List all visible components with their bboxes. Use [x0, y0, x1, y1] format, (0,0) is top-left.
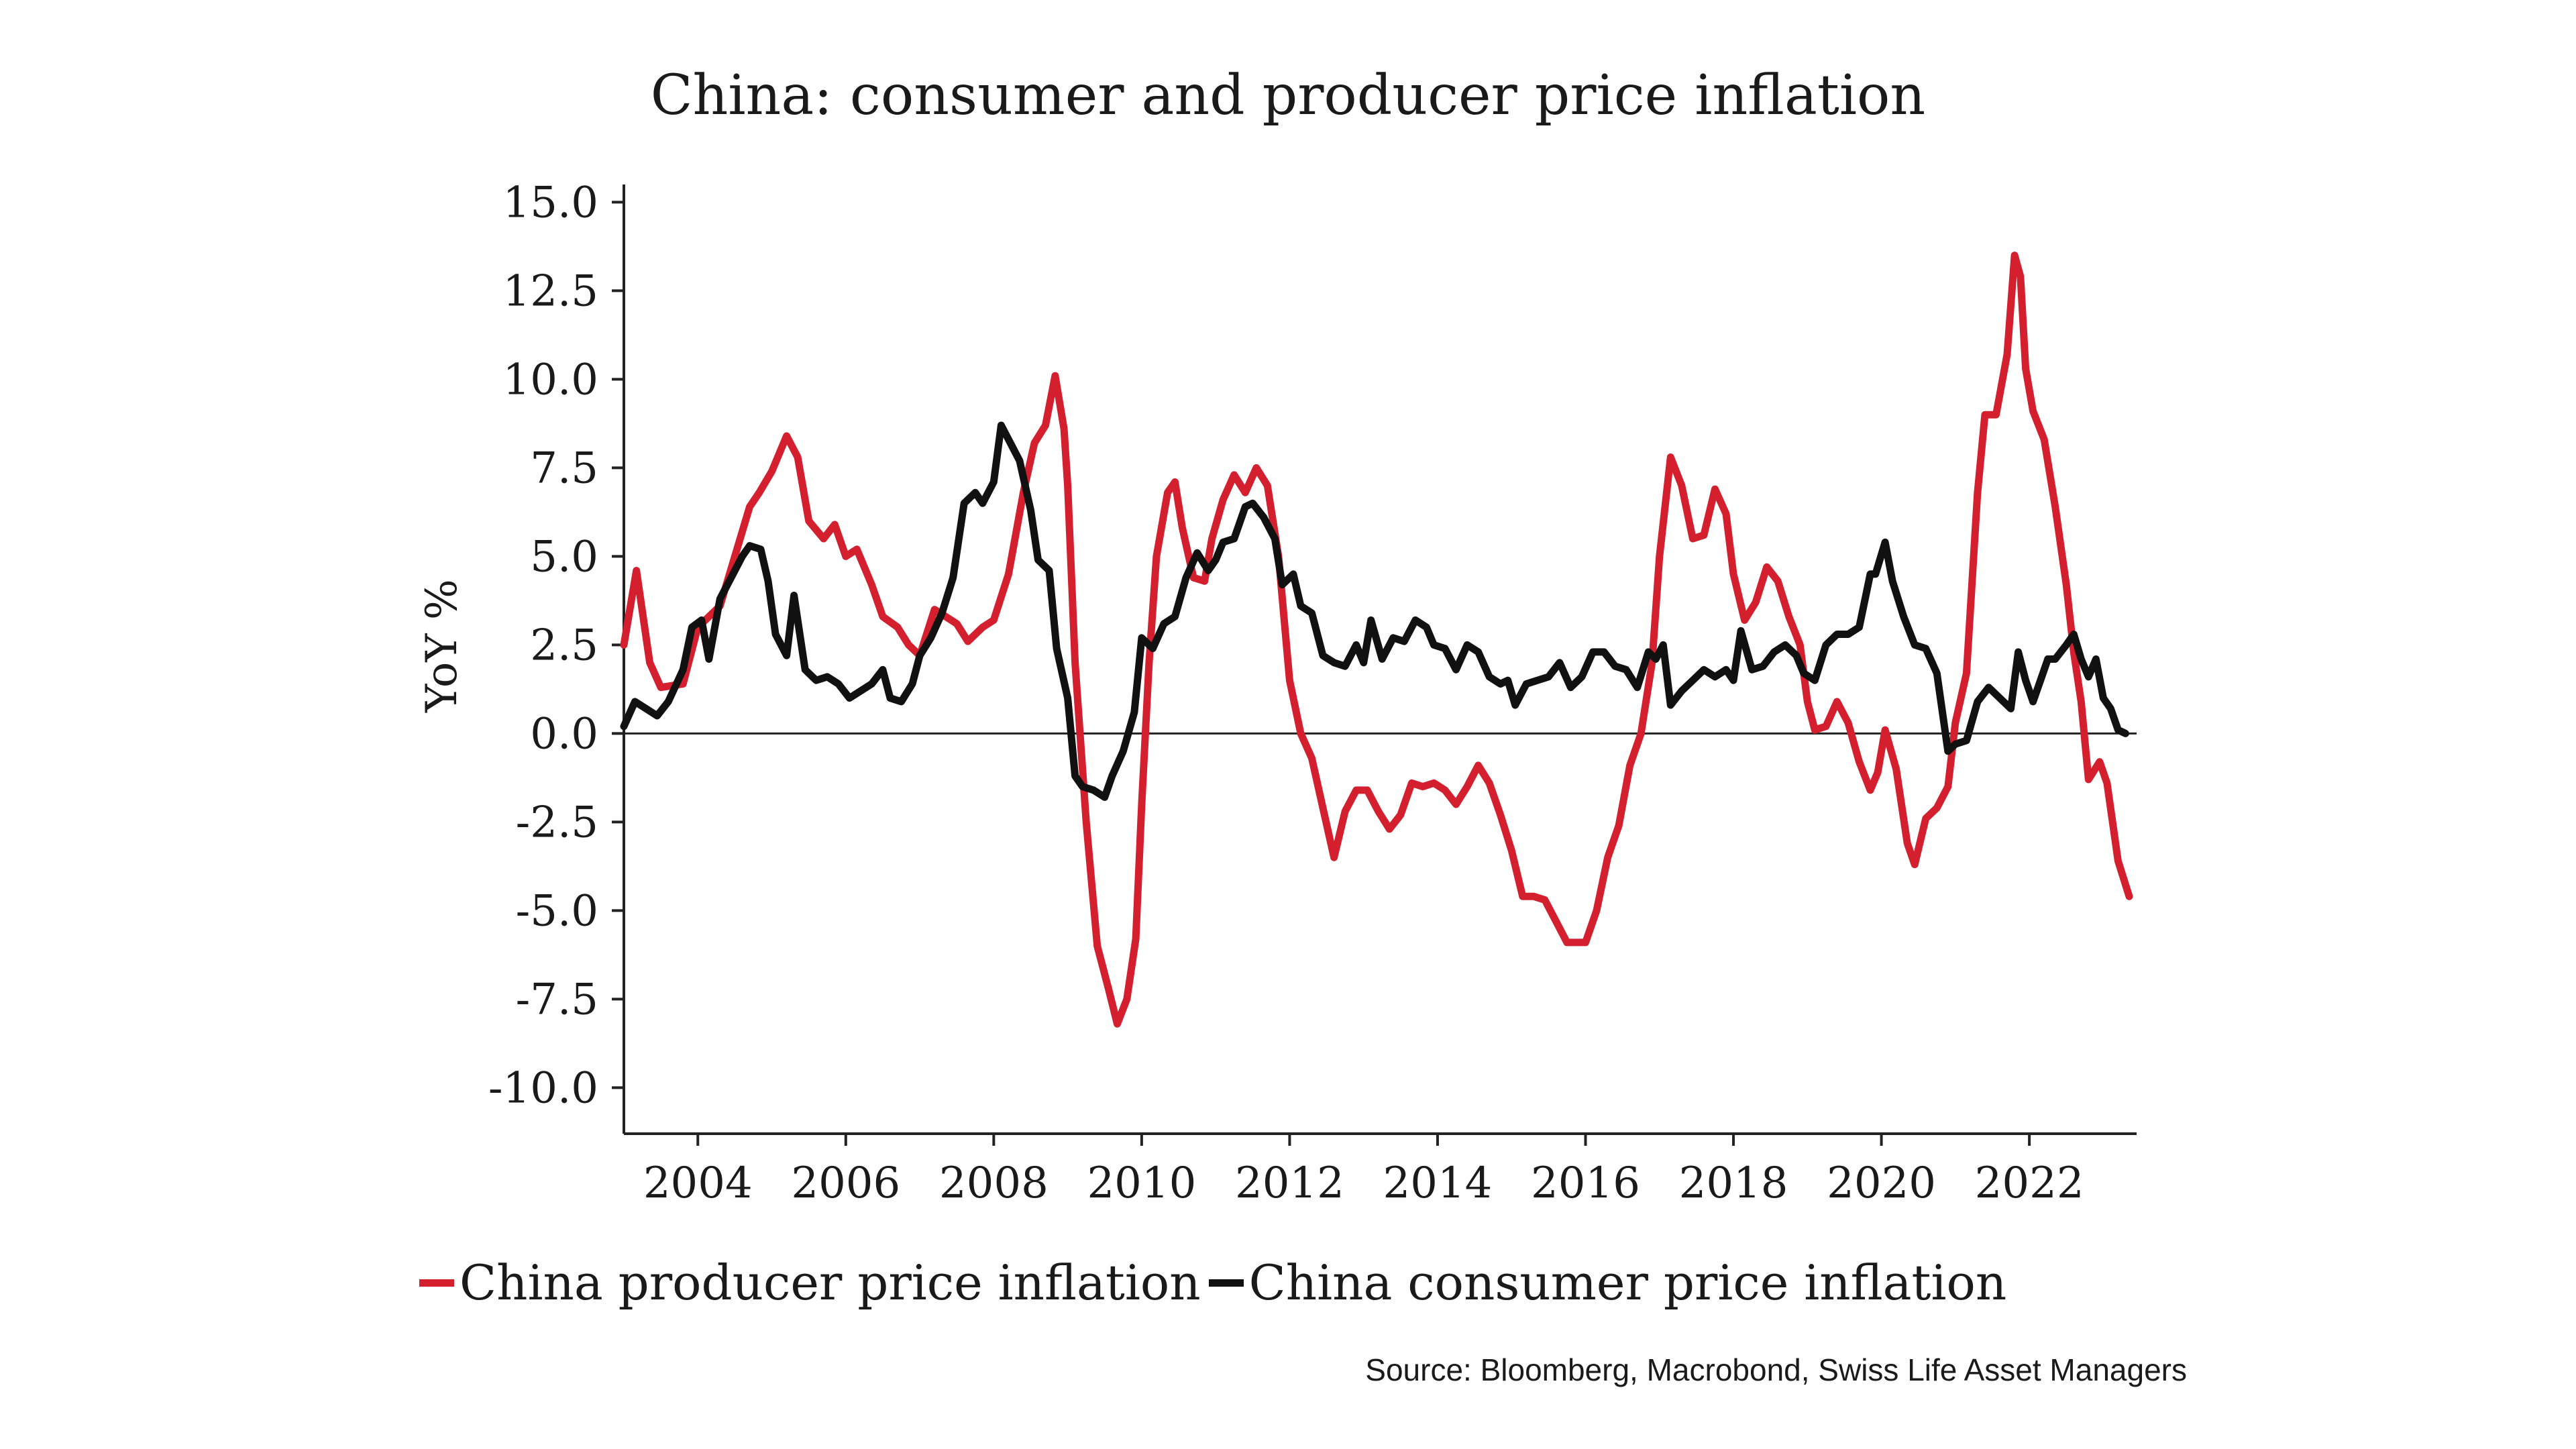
chart-title: China: consumer and producer price infla… — [650, 64, 1926, 127]
series-line-consumer — [620, 421, 2129, 801]
x-tick-label: 2014 — [1383, 1159, 1493, 1208]
x-tick-label: 2016 — [1531, 1159, 1640, 1208]
y-axis-title: YoY % — [417, 579, 467, 713]
x-tick-label: 2018 — [1679, 1159, 1788, 1208]
y-tick-label: 5.0 — [530, 532, 598, 582]
axes: 15.0 12.5 10.0 7.5 5.0 2.5 0.0 -2.5 -5.0 -7.5 -10.… — [417, 178, 2137, 1208]
legend-item-consumer: China consumer price inflation — [1208, 1254, 2007, 1311]
legend: China producer price inflation China con… — [419, 1254, 2015, 1311]
y-tick-label: -5.0 — [516, 886, 598, 936]
x-tick-label: 2008 — [939, 1159, 1049, 1208]
y-tick-label: -7.5 — [516, 975, 598, 1024]
series-layer — [620, 252, 2133, 1028]
legend-label-consumer: China consumer price inflation — [1248, 1254, 2007, 1311]
x-tick-label: 2020 — [1827, 1159, 1936, 1208]
y-tick-label: 12.5 — [503, 266, 599, 316]
y-tick-label: 15.0 — [503, 178, 599, 227]
x-tick-label: 2010 — [1087, 1159, 1196, 1208]
y-tick-label: -2.5 — [516, 798, 598, 847]
y-tick-label: 2.5 — [530, 621, 598, 670]
x-tick-label: 2022 — [1975, 1159, 2084, 1208]
legend-swatch-consumer — [1208, 1279, 1244, 1287]
y-tick-label: 10.0 — [503, 355, 599, 405]
legend-item-producer: China producer price inflation — [419, 1254, 1201, 1311]
x-tick-label: 2004 — [643, 1159, 753, 1208]
legend-swatch-producer — [419, 1279, 454, 1287]
y-tick-label: -10.0 — [488, 1063, 598, 1113]
y-tick-label: 0.0 — [530, 709, 598, 759]
x-tick-label: 2012 — [1235, 1159, 1344, 1208]
legend-label-producer: China producer price inflation — [460, 1254, 1201, 1311]
series-line-producer — [620, 252, 2133, 1028]
y-tick-label: 7.5 — [530, 443, 598, 493]
source-note: Source: Bloomberg, Macrobond, Swiss Life… — [1365, 1352, 2187, 1387]
x-tick-label: 2006 — [791, 1159, 900, 1208]
